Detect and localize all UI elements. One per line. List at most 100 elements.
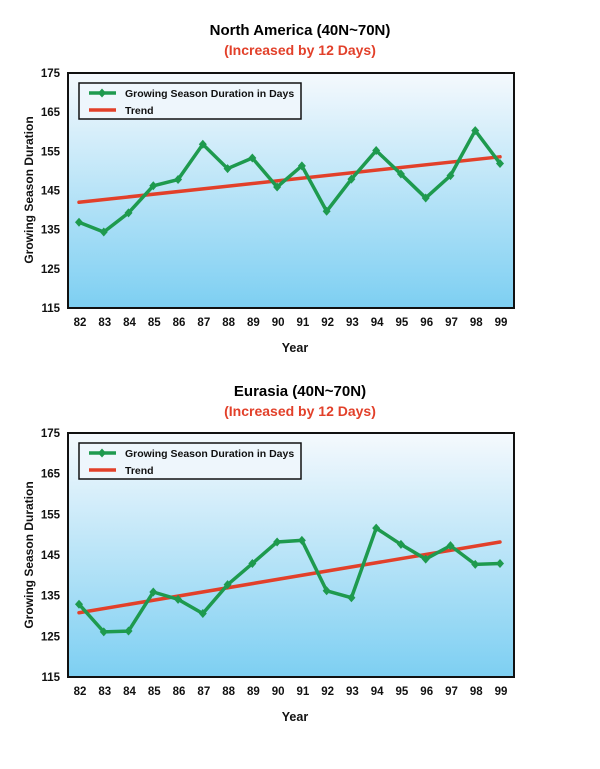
x-tick-label: 96 bbox=[420, 686, 433, 698]
data-point-marker bbox=[322, 586, 331, 596]
y-tick-label: 175 bbox=[41, 428, 61, 440]
data-point-marker bbox=[496, 559, 504, 569]
legend-label: Trend bbox=[125, 465, 154, 477]
y-tick-label: 145 bbox=[41, 550, 61, 562]
chart-title: North America (40N~70N) bbox=[210, 22, 391, 39]
chart-subtitle: (Increased by 12 Days) bbox=[224, 42, 376, 58]
x-tick-label: 93 bbox=[346, 686, 359, 698]
data-point-marker bbox=[198, 139, 207, 149]
y-tick-label: 145 bbox=[41, 186, 61, 198]
y-tick-label: 165 bbox=[41, 469, 61, 481]
x-tick-label: 88 bbox=[222, 686, 235, 698]
y-tick-label: 175 bbox=[41, 68, 61, 80]
legend-label: Trend bbox=[125, 105, 154, 117]
data-point-marker bbox=[297, 535, 306, 545]
data-point-marker bbox=[273, 182, 282, 192]
x-tick-label: 85 bbox=[148, 686, 161, 698]
data-point-marker bbox=[347, 174, 356, 184]
y-axis-label: Growing Season Duration bbox=[22, 481, 36, 628]
x-tick-label: 97 bbox=[445, 317, 458, 329]
x-tick-label: 82 bbox=[74, 317, 87, 329]
x-tick-label: 92 bbox=[321, 686, 334, 698]
y-tick-label: 115 bbox=[41, 672, 60, 684]
series-line bbox=[78, 127, 502, 235]
x-tick-label: 96 bbox=[420, 317, 433, 329]
data-point-marker bbox=[372, 523, 381, 533]
legend-marker bbox=[98, 448, 106, 458]
x-tick-label: 91 bbox=[296, 317, 309, 329]
data-point-marker bbox=[297, 161, 306, 171]
data-point-marker bbox=[273, 537, 282, 547]
data-point-marker bbox=[446, 541, 455, 551]
data-point-marker bbox=[149, 181, 158, 191]
chart-2: Eurasia (40N~70N) (Increased by 12 Days) 1… bbox=[22, 383, 515, 724]
data-point-marker bbox=[421, 554, 430, 564]
data-point-marker bbox=[248, 153, 257, 163]
x-tick-label: 84 bbox=[123, 686, 136, 698]
data-point-marker bbox=[99, 627, 108, 637]
x-tick-label: 86 bbox=[173, 317, 186, 329]
y-tick-label: 135 bbox=[41, 225, 61, 237]
x-tick-label: 97 bbox=[445, 686, 458, 698]
y-tick-label: 125 bbox=[41, 631, 61, 643]
data-point-marker bbox=[174, 175, 183, 185]
x-tick-label: 84 bbox=[123, 317, 136, 329]
legend: Growing Season Duration in Days Trend bbox=[78, 442, 302, 480]
x-tick-label: 83 bbox=[98, 317, 111, 329]
x-tick-label: 99 bbox=[495, 686, 508, 698]
series-line bbox=[77, 525, 501, 634]
y-tick-label: 125 bbox=[41, 264, 61, 276]
y-tick-label: 135 bbox=[41, 591, 61, 603]
data-point-marker bbox=[471, 126, 480, 136]
y-axis-label: Growing Season Duration bbox=[22, 116, 36, 263]
data-point-marker bbox=[198, 609, 207, 619]
x-axis-label: Year bbox=[282, 710, 309, 724]
legend-box bbox=[78, 442, 302, 480]
data-point-marker bbox=[372, 146, 381, 156]
legend-marker bbox=[98, 88, 106, 98]
legend: Growing Season Duration in Days Trend bbox=[78, 82, 302, 120]
x-tick-label: 93 bbox=[346, 317, 359, 329]
x-tick-label: 88 bbox=[222, 317, 235, 329]
legend-label: Growing Season Duration in Days bbox=[125, 448, 294, 460]
data-point-marker bbox=[174, 594, 183, 604]
data-point-marker bbox=[75, 217, 83, 227]
data-point-marker bbox=[99, 227, 108, 237]
legend-box bbox=[78, 82, 302, 120]
data-point-marker bbox=[396, 169, 405, 179]
x-tick-label: 98 bbox=[470, 317, 483, 329]
x-tick-label: 90 bbox=[272, 317, 285, 329]
data-point-marker bbox=[396, 539, 405, 549]
x-tick-label: 91 bbox=[296, 686, 309, 698]
chart-subtitle: (Increased by 12 Days) bbox=[224, 403, 376, 419]
y-tick-label: 115 bbox=[41, 303, 60, 315]
x-tick-label: 85 bbox=[148, 317, 161, 329]
data-point-marker bbox=[347, 593, 356, 603]
chart-title: Eurasia (40N~70N) bbox=[234, 383, 366, 400]
y-tick-label: 155 bbox=[41, 146, 61, 158]
data-point-marker bbox=[421, 193, 430, 203]
x-tick-label: 87 bbox=[197, 686, 210, 698]
y-tick-label: 155 bbox=[41, 509, 61, 521]
data-point-marker bbox=[223, 164, 232, 174]
chart-1: North America (40N~70N) (Increased by 12 … bbox=[22, 22, 515, 355]
x-tick-label: 95 bbox=[396, 686, 409, 698]
x-tick-label: 82 bbox=[74, 686, 87, 698]
x-tick-label: 87 bbox=[197, 317, 210, 329]
data-point-marker bbox=[75, 599, 83, 609]
data-point-marker bbox=[149, 587, 158, 597]
data-point-marker bbox=[322, 206, 331, 216]
data-point-marker bbox=[223, 580, 232, 590]
x-tick-label: 98 bbox=[470, 686, 483, 698]
data-point-marker bbox=[471, 559, 480, 569]
data-point-marker bbox=[248, 559, 257, 569]
y-tick-label: 165 bbox=[41, 107, 61, 119]
data-point-marker bbox=[124, 626, 133, 636]
data-point-marker bbox=[124, 208, 133, 218]
x-tick-label: 94 bbox=[371, 686, 384, 698]
x-tick-label: 90 bbox=[272, 686, 285, 698]
x-tick-label: 83 bbox=[98, 686, 111, 698]
x-tick-label: 92 bbox=[321, 317, 334, 329]
x-tick-label: 86 bbox=[173, 686, 186, 698]
